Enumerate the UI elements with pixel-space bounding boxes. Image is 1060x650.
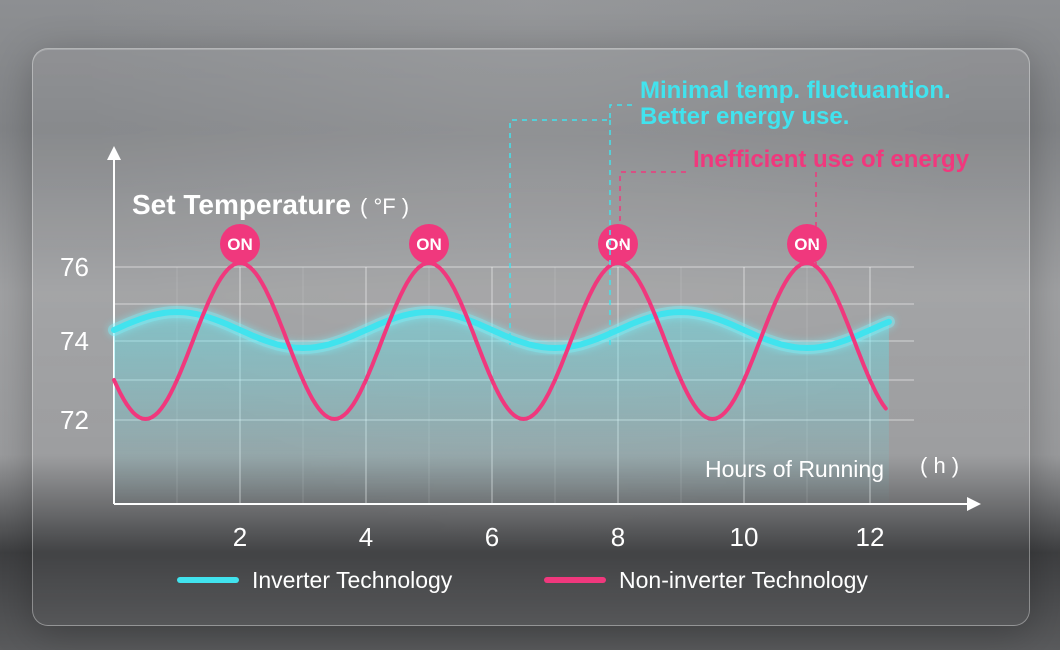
svg-text:ON: ON (416, 235, 442, 254)
svg-text:74: 74 (60, 326, 89, 356)
chart-svg: ON ON ON ON 72 74 76 2 4 6 8 10 12 Set Temperature… (0, 0, 1060, 650)
svg-text:72: 72 (60, 405, 89, 435)
svg-text:2: 2 (233, 522, 247, 552)
on-badge: ON (787, 224, 827, 264)
svg-text:10: 10 (730, 522, 759, 552)
on-badge: ON (220, 224, 260, 264)
callout-inverter-line1: Minimal temp. fluctuantion. (640, 77, 951, 104)
callout-inverter-line2: Better energy use. (640, 103, 849, 130)
on-badges: ON ON ON ON (220, 224, 827, 264)
y-axis-labels: 72 74 76 (60, 252, 89, 435)
svg-text:ON: ON (227, 235, 253, 254)
legend-label-non_inverter: Non-inverter Technology (619, 567, 868, 593)
on-badge: ON (409, 224, 449, 264)
legend: Inverter Technology Non-inverter Technolo… (180, 567, 868, 593)
svg-text:8: 8 (611, 522, 625, 552)
y-axis-unit: ( °F ) (360, 194, 409, 219)
x-axis-title: Hours of Running (705, 456, 884, 482)
svg-text:6: 6 (485, 522, 499, 552)
svg-text:ON: ON (605, 235, 631, 254)
svg-text:12: 12 (856, 522, 885, 552)
legend-label-inverter: Inverter Technology (252, 567, 453, 593)
x-axis-labels: 2 4 6 8 10 12 (233, 522, 885, 552)
callout-noninverter: Inefficient use of energy (693, 146, 970, 173)
svg-text:76: 76 (60, 252, 89, 282)
svg-text:4: 4 (359, 522, 373, 552)
y-axis-title: Set Temperature (132, 189, 351, 220)
on-badge: ON (598, 224, 638, 264)
x-axis-unit: ( h ) (920, 453, 959, 478)
